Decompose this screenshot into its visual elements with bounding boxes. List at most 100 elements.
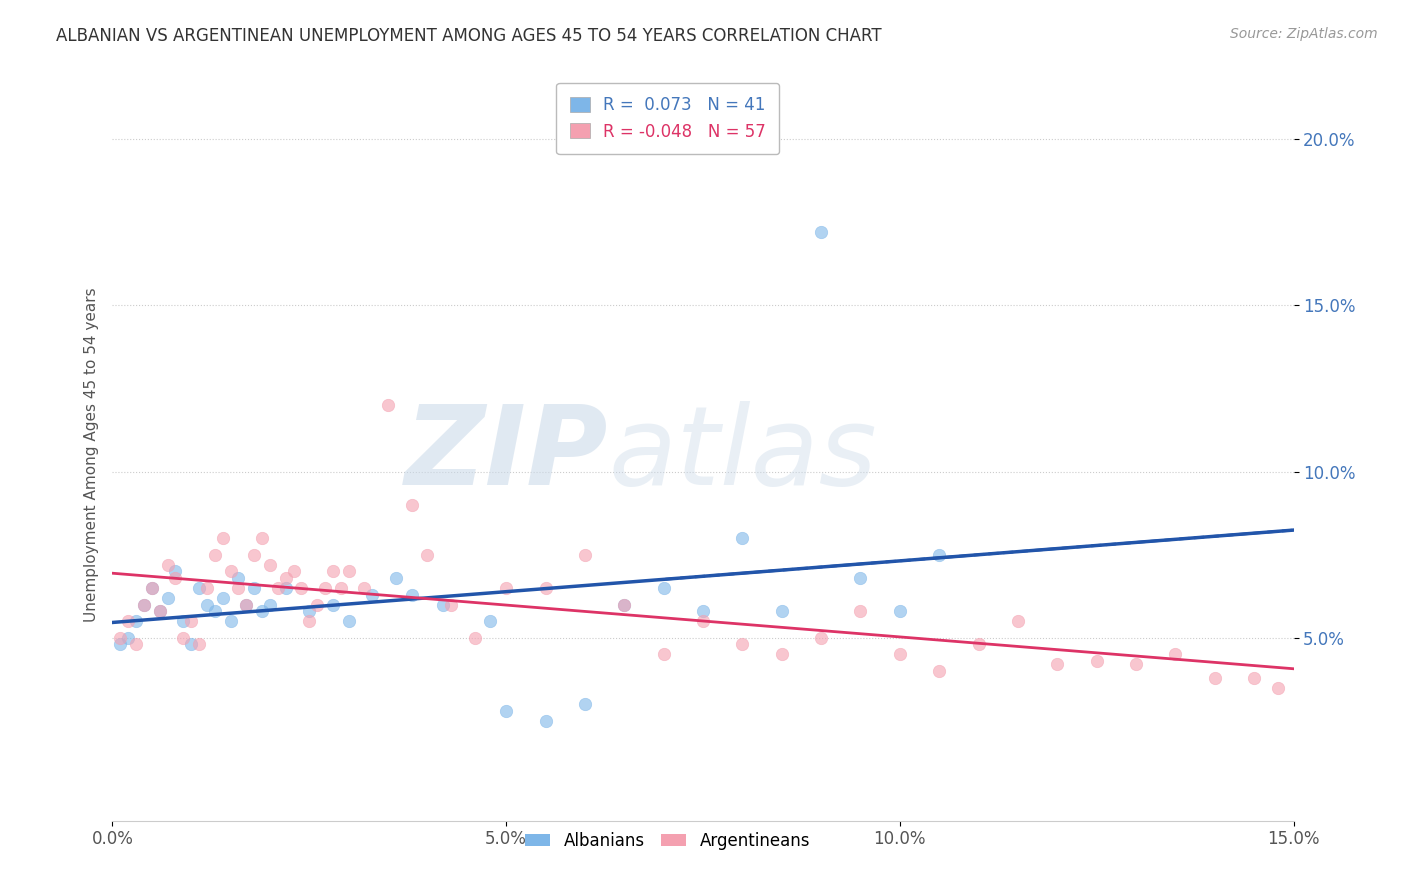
Point	[401, 588, 423, 602]
Point	[889, 604, 911, 618]
Point	[283, 564, 305, 578]
Point	[219, 614, 242, 628]
Point	[132, 598, 155, 612]
Point	[149, 604, 172, 618]
Point	[307, 598, 329, 612]
Point	[534, 581, 557, 595]
Point	[259, 558, 281, 572]
Point	[132, 598, 155, 612]
Point	[1125, 657, 1147, 672]
Point	[322, 564, 344, 578]
Point	[204, 604, 226, 618]
Text: Source: ZipAtlas.com: Source: ZipAtlas.com	[1230, 27, 1378, 41]
Point	[298, 604, 321, 618]
Point	[495, 581, 517, 595]
Point	[172, 631, 194, 645]
Point	[110, 637, 132, 651]
Point	[141, 581, 163, 595]
Point	[165, 564, 187, 578]
Point	[141, 581, 163, 595]
Point	[464, 631, 486, 645]
Point	[259, 598, 281, 612]
Point	[1267, 681, 1289, 695]
Point	[267, 581, 290, 595]
Point	[149, 604, 172, 618]
Point	[250, 604, 273, 618]
Point	[849, 571, 872, 585]
Point	[156, 591, 179, 605]
Point	[228, 571, 250, 585]
Point	[770, 604, 793, 618]
Point	[337, 614, 360, 628]
Point	[243, 548, 266, 562]
Point	[613, 598, 636, 612]
Point	[180, 637, 202, 651]
Point	[314, 581, 336, 595]
Point	[1164, 648, 1187, 662]
Point	[165, 571, 187, 585]
Point	[613, 598, 636, 612]
Point	[117, 614, 139, 628]
Point	[361, 588, 384, 602]
Point	[770, 648, 793, 662]
Point	[928, 548, 950, 562]
Point	[692, 614, 714, 628]
Point	[228, 581, 250, 595]
Point	[274, 571, 297, 585]
Point	[967, 637, 990, 651]
Point	[810, 225, 832, 239]
Point	[274, 581, 297, 595]
Point	[188, 637, 211, 651]
Point	[156, 558, 179, 572]
Point	[574, 548, 596, 562]
Y-axis label: Unemployment Among Ages 45 to 54 years: Unemployment Among Ages 45 to 54 years	[83, 287, 98, 623]
Point	[849, 604, 872, 618]
Point	[322, 598, 344, 612]
Point	[204, 548, 226, 562]
Point	[125, 637, 148, 651]
Point	[250, 531, 273, 545]
Point	[180, 614, 202, 628]
Point	[1204, 671, 1226, 685]
Point	[810, 631, 832, 645]
Point	[195, 581, 218, 595]
Point	[928, 664, 950, 678]
Point	[337, 564, 360, 578]
Point	[385, 571, 408, 585]
Point	[125, 614, 148, 628]
Point	[353, 581, 375, 595]
Text: atlas: atlas	[609, 401, 877, 508]
Point	[401, 498, 423, 512]
Point	[479, 614, 502, 628]
Point	[110, 631, 132, 645]
Point	[211, 591, 233, 605]
Point	[652, 581, 675, 595]
Point	[117, 631, 139, 645]
Point	[1243, 671, 1265, 685]
Legend: Albanians, Argentineans: Albanians, Argentineans	[519, 825, 817, 856]
Text: ZIP: ZIP	[405, 401, 609, 508]
Point	[1085, 654, 1108, 668]
Point	[731, 531, 754, 545]
Point	[329, 581, 352, 595]
Point	[211, 531, 233, 545]
Point	[377, 398, 399, 412]
Point	[889, 648, 911, 662]
Point	[188, 581, 211, 595]
Point	[219, 564, 242, 578]
Point	[1046, 657, 1069, 672]
Point	[243, 581, 266, 595]
Point	[1007, 614, 1029, 628]
Point	[298, 614, 321, 628]
Point	[534, 714, 557, 728]
Point	[731, 637, 754, 651]
Point	[692, 604, 714, 618]
Point	[432, 598, 454, 612]
Point	[416, 548, 439, 562]
Point	[235, 598, 257, 612]
Point	[195, 598, 218, 612]
Point	[574, 698, 596, 712]
Point	[290, 581, 312, 595]
Point	[495, 704, 517, 718]
Point	[652, 648, 675, 662]
